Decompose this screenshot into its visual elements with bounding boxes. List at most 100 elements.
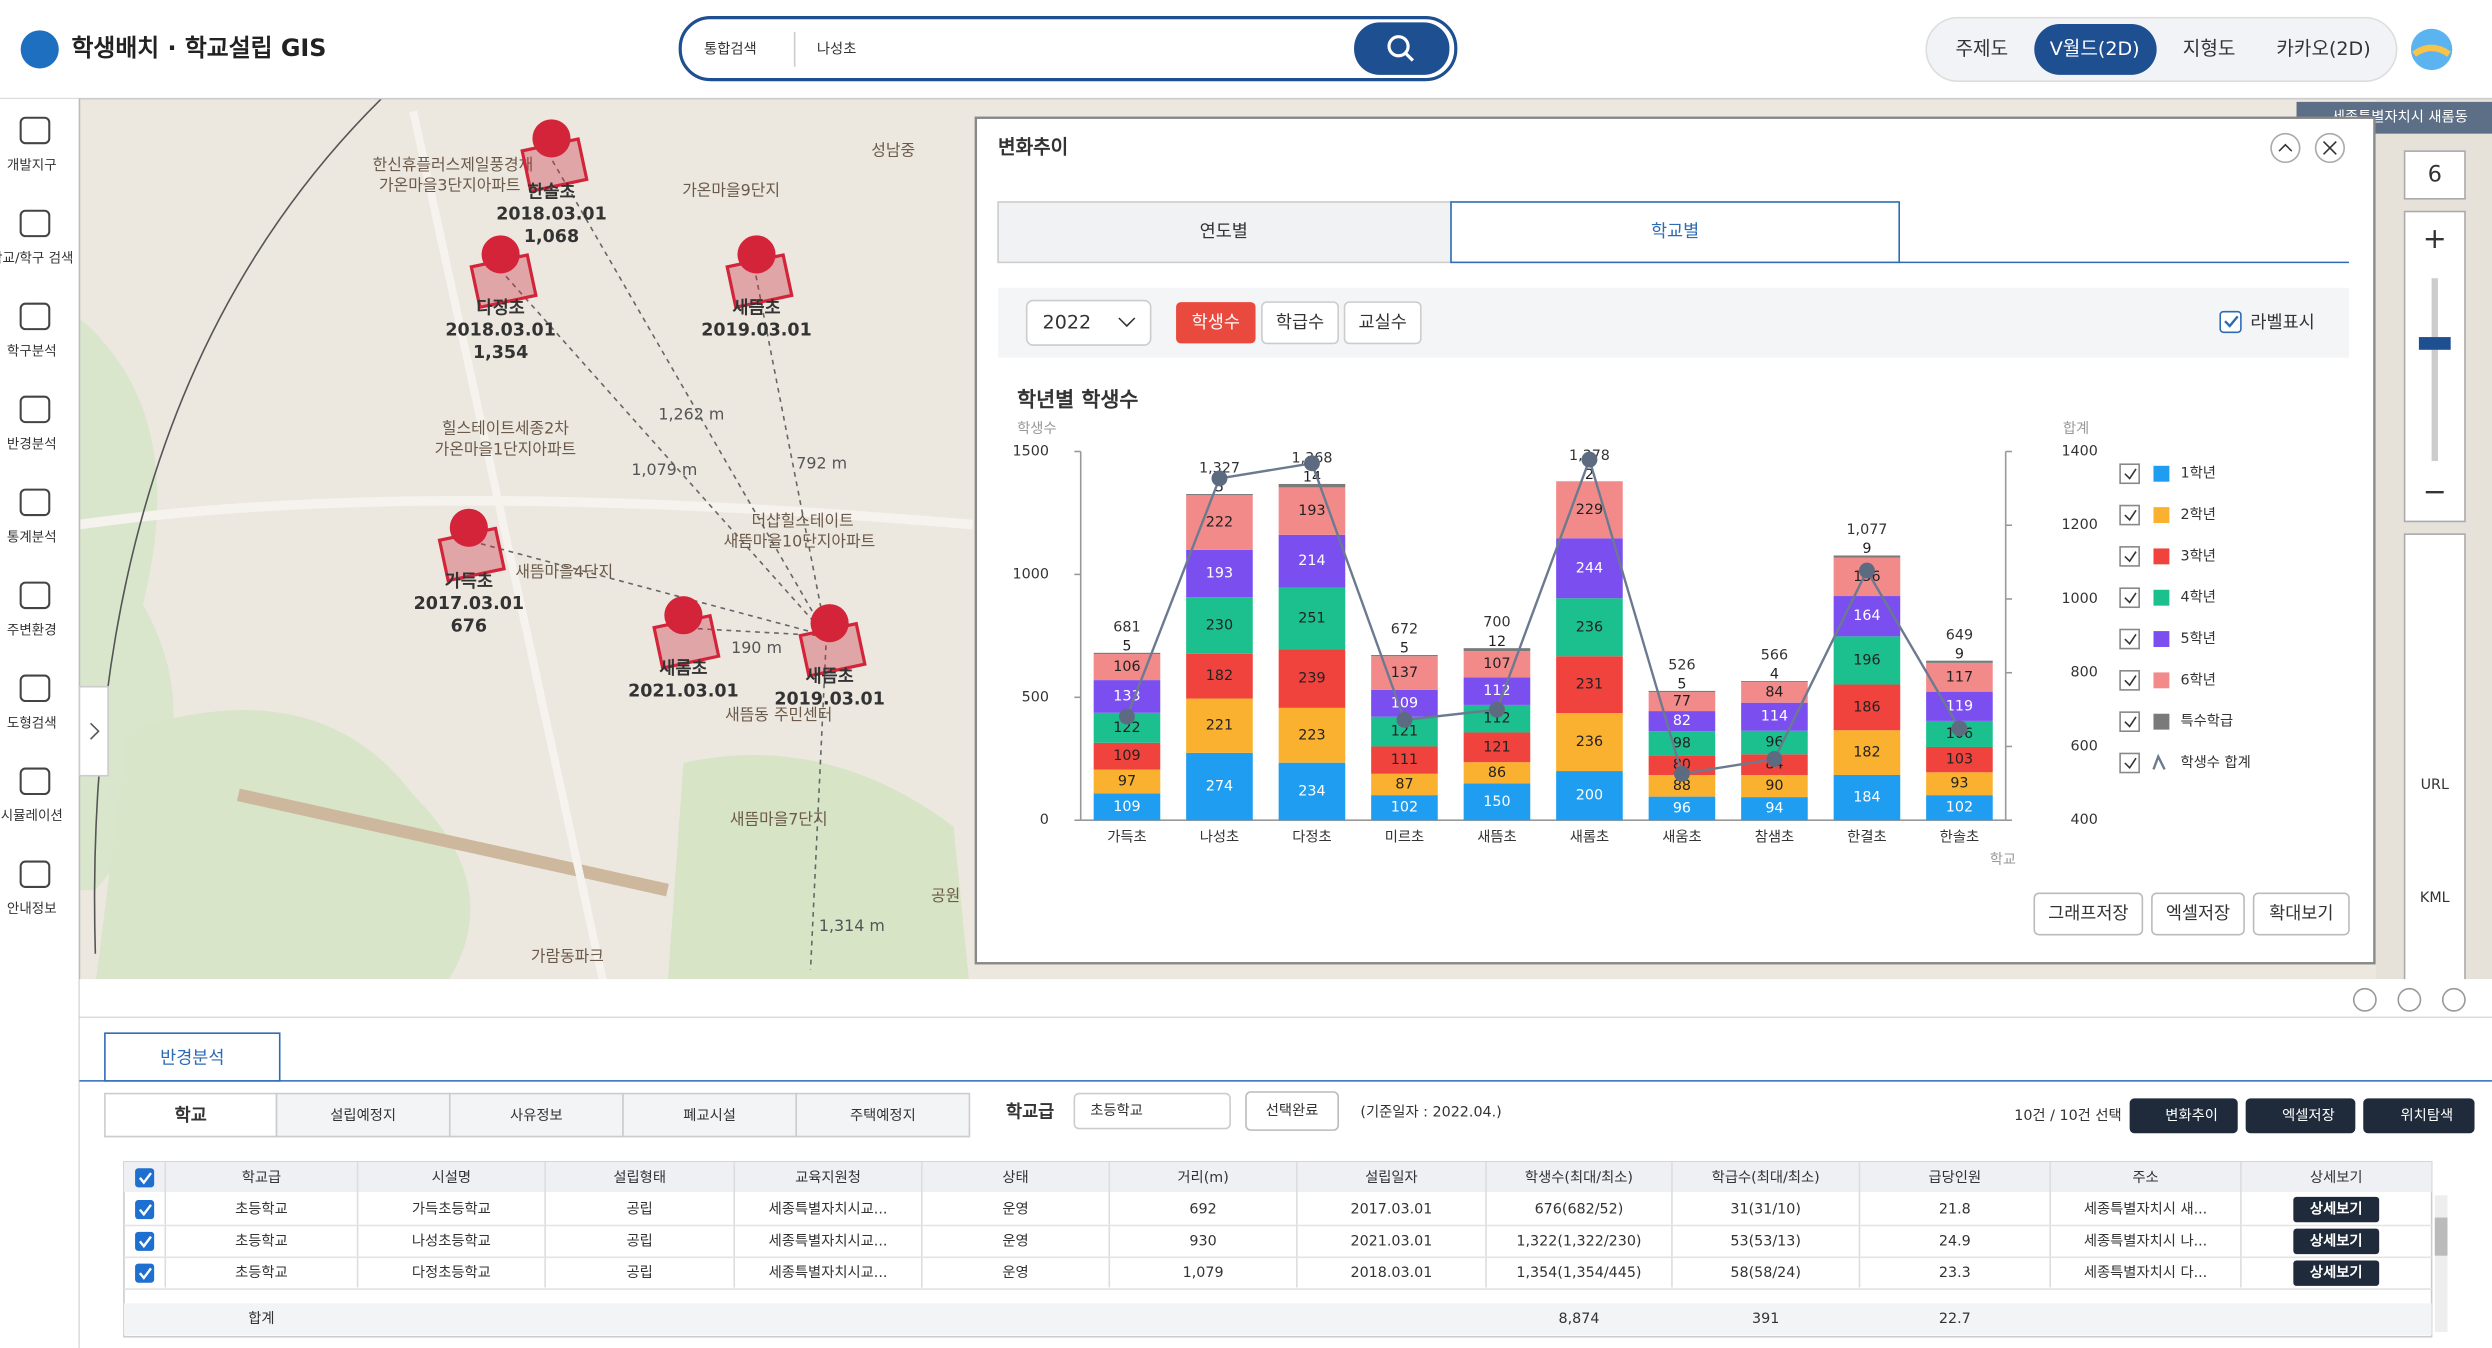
- zoom-out[interactable]: −: [2423, 474, 2447, 508]
- tab[interactable]: [997, 201, 1452, 264]
- row-checkbox[interactable]: [135, 1263, 155, 1283]
- legend-label[interactable]: 6학년: [2180, 671, 2215, 688]
- popup-button[interactable]: [2033, 892, 2144, 936]
- filter-button[interactable]: [1176, 302, 1256, 344]
- sidebar-icon[interactable]: [19, 674, 51, 703]
- filter-button[interactable]: [1261, 301, 1339, 345]
- school-pin[interactable]: [532, 119, 571, 158]
- action-button-label[interactable]: 엑셀저장: [2282, 1107, 2335, 1124]
- popup-button-label[interactable]: 확대보기: [2269, 904, 2333, 924]
- table-scrollbar[interactable]: [2434, 1195, 2448, 1332]
- row-checkbox[interactable]: [135, 1200, 155, 1220]
- sub-tab-label[interactable]: 사유정보: [510, 1107, 563, 1124]
- filter-label[interactable]: 학생수: [1192, 313, 1240, 333]
- year-value[interactable]: 2022: [1043, 311, 1092, 333]
- action-button-label[interactable]: 위치탐색: [2401, 1107, 2454, 1124]
- search-category[interactable]: 통합검색: [704, 40, 757, 57]
- search-box[interactable]: [678, 16, 1458, 82]
- panel-pin[interactable]: [2397, 987, 2422, 1012]
- legend-checkbox[interactable]: [2119, 504, 2140, 526]
- sidebar-label[interactable]: 도형검색: [7, 715, 57, 731]
- sub-tab-label[interactable]: 주택예정지: [850, 1107, 916, 1124]
- sidebar-icon[interactable]: [19, 581, 51, 610]
- tab-label[interactable]: 학교별: [1651, 222, 1699, 242]
- map-type[interactable]: V월드(2D): [2050, 38, 2140, 60]
- school-pin[interactable]: [449, 508, 488, 547]
- panel-collapse[interactable]: [2352, 987, 2377, 1012]
- sub-tab[interactable]: [448, 1092, 624, 1138]
- legend-checkbox[interactable]: [2119, 463, 2140, 485]
- tab-active[interactable]: [1450, 201, 1900, 264]
- sub-tab[interactable]: [622, 1092, 798, 1138]
- sub-tab[interactable]: [275, 1092, 451, 1138]
- legend-checkbox[interactable]: [2119, 670, 2140, 691]
- sub-tab-label[interactable]: 폐교시설: [683, 1107, 736, 1124]
- legend-label[interactable]: 4학년: [2180, 589, 2215, 606]
- action-button[interactable]: [2245, 1098, 2356, 1134]
- legend-checkbox[interactable]: [2119, 587, 2140, 609]
- sidebar-label[interactable]: 학구분석: [7, 343, 57, 359]
- sidebar-icon[interactable]: [19, 767, 51, 796]
- map-type[interactable]: 카카오(2D): [2276, 38, 2370, 60]
- popup-button[interactable]: [2252, 892, 2350, 936]
- sidebar-icon[interactable]: [19, 860, 51, 888]
- panel-close[interactable]: [2441, 987, 2466, 1012]
- sidebar-icon[interactable]: [19, 302, 51, 331]
- level-select[interactable]: [1073, 1092, 1231, 1130]
- row-checkbox[interactable]: [135, 1231, 155, 1251]
- action-button-label[interactable]: 변화추이: [2165, 1107, 2218, 1124]
- sidebar-icon[interactable]: [19, 209, 51, 238]
- detail-button[interactable]: [2293, 1228, 2380, 1255]
- label-toggle[interactable]: 라벨표시: [2250, 313, 2314, 333]
- sidebar-icon[interactable]: [19, 488, 51, 517]
- collapse-button[interactable]: [2270, 132, 2301, 164]
- table-cell[interactable]: 상세보기: [2310, 1232, 2363, 1249]
- filter-label[interactable]: 학급수: [1276, 313, 1324, 333]
- action-button[interactable]: [2129, 1098, 2238, 1134]
- url-tool[interactable]: URL: [2421, 777, 2449, 793]
- legend-checkbox[interactable]: [2119, 711, 2140, 733]
- sub-tab[interactable]: [795, 1092, 971, 1138]
- detail-button[interactable]: [2293, 1196, 2380, 1223]
- popup-button-label[interactable]: 엑셀저장: [2166, 904, 2230, 924]
- legend-label[interactable]: 특수학급: [2180, 713, 2233, 730]
- detail-button[interactable]: [2293, 1260, 2380, 1286]
- panel-tab-label[interactable]: 반경분석: [160, 1049, 224, 1069]
- sidebar-label[interactable]: 통계분석: [7, 529, 57, 545]
- sub-tab[interactable]: [104, 1092, 278, 1138]
- zoom-in[interactable]: +: [2423, 221, 2447, 255]
- tab-label[interactable]: 연도별: [1200, 222, 1248, 242]
- table-cell[interactable]: 상세보기: [2310, 1264, 2363, 1281]
- filter-label[interactable]: 교실수: [1359, 313, 1407, 333]
- zoom-handle[interactable]: [2418, 337, 2451, 350]
- select-button-label[interactable]: 선택완료: [1266, 1102, 1319, 1119]
- sub-tab-label[interactable]: 학교: [175, 1105, 207, 1126]
- legend-checkbox[interactable]: [2119, 546, 2140, 567]
- action-button[interactable]: [2363, 1098, 2475, 1134]
- legend-checkbox[interactable]: [2119, 628, 2140, 650]
- legend-label[interactable]: 2학년: [2180, 506, 2215, 523]
- sidebar-icon[interactable]: [19, 116, 51, 145]
- sidebar-label[interactable]: 학교/학구 검색: [0, 250, 73, 266]
- school-pin[interactable]: [481, 235, 520, 274]
- legend-label[interactable]: 1학년: [2180, 465, 2215, 482]
- popup-button[interactable]: [2151, 892, 2245, 936]
- table-scroll-thumb[interactable]: [2434, 1217, 2448, 1256]
- legend-label[interactable]: 3학년: [2180, 547, 2215, 564]
- popup-button-label[interactable]: 그래프저장: [2048, 904, 2128, 924]
- map-type[interactable]: 주제도: [1956, 38, 2009, 60]
- school-pin[interactable]: [664, 596, 703, 635]
- school-pin[interactable]: [737, 235, 776, 274]
- sidebar-label[interactable]: 반경분석: [7, 436, 57, 452]
- search-text[interactable]: 나성초: [817, 40, 856, 57]
- map-type[interactable]: 지형도: [2183, 38, 2236, 60]
- filter-button[interactable]: [1343, 301, 1422, 345]
- level-value[interactable]: 초등학교: [1090, 1102, 1143, 1119]
- panel-tab[interactable]: [104, 1032, 281, 1082]
- kml-tool[interactable]: KML: [2420, 890, 2450, 906]
- legend-checkbox[interactable]: [2119, 752, 2140, 774]
- search-button[interactable]: [1354, 22, 1450, 75]
- select-button[interactable]: [1245, 1091, 1339, 1131]
- row-checkbox[interactable]: [135, 1168, 155, 1188]
- sidebar-label[interactable]: 시뮬레이션: [1, 808, 63, 824]
